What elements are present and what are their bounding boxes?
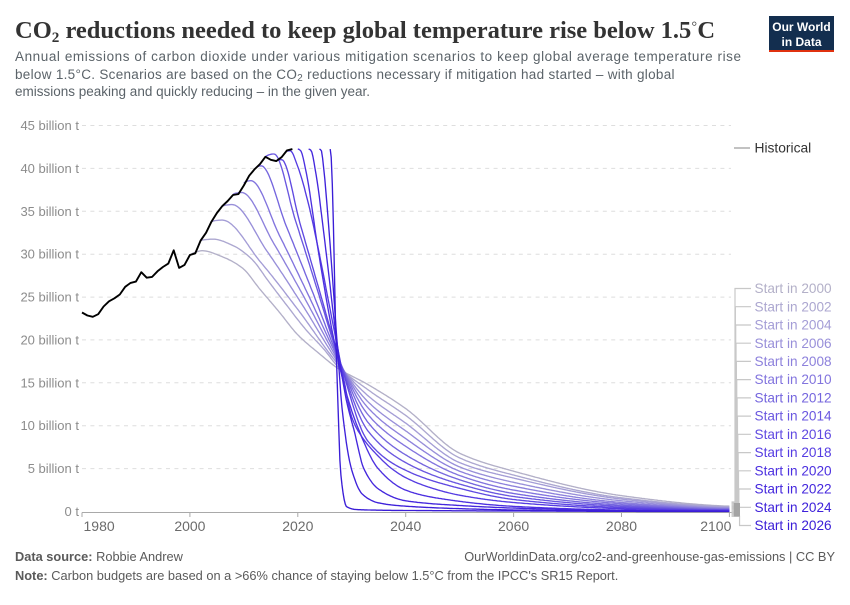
svg-text:1980: 1980	[84, 518, 115, 534]
svg-text:Start in 2000: Start in 2000	[755, 281, 833, 296]
svg-text:2020: 2020	[282, 518, 313, 534]
svg-text:2060: 2060	[498, 518, 529, 534]
svg-text:Start in 2002: Start in 2002	[755, 299, 832, 314]
svg-text:25 billion t: 25 billion t	[20, 290, 79, 305]
svg-text:Start in 2012: Start in 2012	[755, 391, 832, 406]
svg-text:5 billion t: 5 billion t	[28, 461, 80, 476]
svg-text:10 billion t: 10 billion t	[20, 418, 79, 433]
svg-text:15 billion t: 15 billion t	[20, 375, 79, 390]
svg-text:Start in 2026: Start in 2026	[755, 518, 832, 533]
svg-text:Start in 2022: Start in 2022	[755, 482, 832, 497]
svg-text:Start in 2006: Start in 2006	[755, 336, 832, 351]
svg-text:Start in 2018: Start in 2018	[755, 445, 832, 460]
svg-text:Start in 2010: Start in 2010	[755, 372, 833, 387]
svg-text:Start in 2016: Start in 2016	[755, 427, 832, 442]
svg-text:Start in 2008: Start in 2008	[755, 354, 832, 369]
svg-text:30 billion t: 30 billion t	[20, 247, 79, 262]
svg-text:0 t: 0 t	[65, 504, 80, 519]
svg-text:Start in 2020: Start in 2020	[755, 463, 833, 478]
svg-text:40 billion t: 40 billion t	[20, 161, 79, 176]
svg-text:2040: 2040	[390, 518, 421, 534]
svg-text:45 billion t: 45 billion t	[20, 118, 79, 133]
svg-text:Start in 2004: Start in 2004	[755, 318, 833, 333]
svg-text:20 billion t: 20 billion t	[20, 332, 79, 347]
svg-text:2100: 2100	[700, 518, 731, 534]
svg-text:2000: 2000	[174, 518, 205, 534]
svg-text:2080: 2080	[606, 518, 637, 534]
svg-text:Historical: Historical	[755, 141, 812, 156]
svg-text:Start in 2024: Start in 2024	[755, 500, 833, 515]
svg-text:35 billion t: 35 billion t	[20, 204, 79, 219]
svg-text:Start in 2014: Start in 2014	[755, 409, 833, 424]
